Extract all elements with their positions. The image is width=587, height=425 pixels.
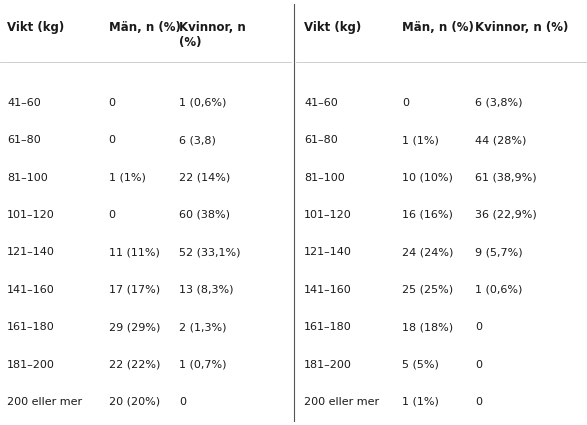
Text: 1 (1%): 1 (1%) — [109, 173, 146, 183]
Text: 36 (22,9%): 36 (22,9%) — [475, 210, 537, 220]
Text: 61–80: 61–80 — [304, 135, 338, 145]
Text: 200 eller mer: 200 eller mer — [304, 397, 379, 407]
Text: 101–120: 101–120 — [304, 210, 352, 220]
Text: Kvinnor, n (%): Kvinnor, n (%) — [475, 21, 569, 34]
Text: 121–140: 121–140 — [304, 247, 352, 258]
Text: 6 (3,8): 6 (3,8) — [179, 135, 216, 145]
Text: 141–160: 141–160 — [7, 285, 55, 295]
Text: 44 (28%): 44 (28%) — [475, 135, 527, 145]
Text: 22 (14%): 22 (14%) — [179, 173, 230, 183]
Text: 101–120: 101–120 — [7, 210, 55, 220]
Text: 41–60: 41–60 — [7, 98, 41, 108]
Text: 16 (16%): 16 (16%) — [402, 210, 453, 220]
Text: 24 (24%): 24 (24%) — [402, 247, 454, 258]
Text: 29 (29%): 29 (29%) — [109, 322, 160, 332]
Text: 0: 0 — [475, 360, 483, 370]
Text: 200 eller mer: 200 eller mer — [7, 397, 82, 407]
Text: 60 (38%): 60 (38%) — [179, 210, 230, 220]
Text: 161–180: 161–180 — [304, 322, 352, 332]
Text: Män, n (%): Män, n (%) — [109, 21, 180, 34]
Text: 181–200: 181–200 — [304, 360, 352, 370]
Text: 81–100: 81–100 — [7, 173, 48, 183]
Text: 81–100: 81–100 — [304, 173, 345, 183]
Text: 20 (20%): 20 (20%) — [109, 397, 160, 407]
Text: 1 (0,7%): 1 (0,7%) — [179, 360, 227, 370]
Text: 181–200: 181–200 — [7, 360, 55, 370]
Text: 1 (1%): 1 (1%) — [402, 397, 439, 407]
Text: 61–80: 61–80 — [7, 135, 41, 145]
Text: 6 (3,8%): 6 (3,8%) — [475, 98, 523, 108]
Text: 61 (38,9%): 61 (38,9%) — [475, 173, 537, 183]
Text: 25 (25%): 25 (25%) — [402, 285, 453, 295]
Text: 141–160: 141–160 — [304, 285, 352, 295]
Text: 13 (8,3%): 13 (8,3%) — [179, 285, 234, 295]
Text: Kvinnor, n
(%): Kvinnor, n (%) — [179, 21, 246, 49]
Text: 22 (22%): 22 (22%) — [109, 360, 160, 370]
Text: Vikt (kg): Vikt (kg) — [304, 21, 362, 34]
Text: Män, n (%): Män, n (%) — [402, 21, 474, 34]
Text: Vikt (kg): Vikt (kg) — [7, 21, 65, 34]
Text: 2 (1,3%): 2 (1,3%) — [179, 322, 227, 332]
Text: 0: 0 — [109, 210, 116, 220]
Text: 52 (33,1%): 52 (33,1%) — [179, 247, 241, 258]
Text: 1 (0,6%): 1 (0,6%) — [179, 98, 227, 108]
Text: 18 (18%): 18 (18%) — [402, 322, 453, 332]
Text: 17 (17%): 17 (17%) — [109, 285, 160, 295]
Text: 9 (5,7%): 9 (5,7%) — [475, 247, 523, 258]
Text: 0: 0 — [475, 322, 483, 332]
Text: 0: 0 — [109, 135, 116, 145]
Text: 1 (1%): 1 (1%) — [402, 135, 439, 145]
Text: 0: 0 — [109, 98, 116, 108]
Text: 161–180: 161–180 — [7, 322, 55, 332]
Text: 11 (11%): 11 (11%) — [109, 247, 160, 258]
Text: 0: 0 — [402, 98, 409, 108]
Text: 5 (5%): 5 (5%) — [402, 360, 439, 370]
Text: 0: 0 — [475, 397, 483, 407]
Text: 10 (10%): 10 (10%) — [402, 173, 453, 183]
Text: 121–140: 121–140 — [7, 247, 55, 258]
Text: 41–60: 41–60 — [304, 98, 338, 108]
Text: 1 (0,6%): 1 (0,6%) — [475, 285, 523, 295]
Text: 0: 0 — [179, 397, 186, 407]
